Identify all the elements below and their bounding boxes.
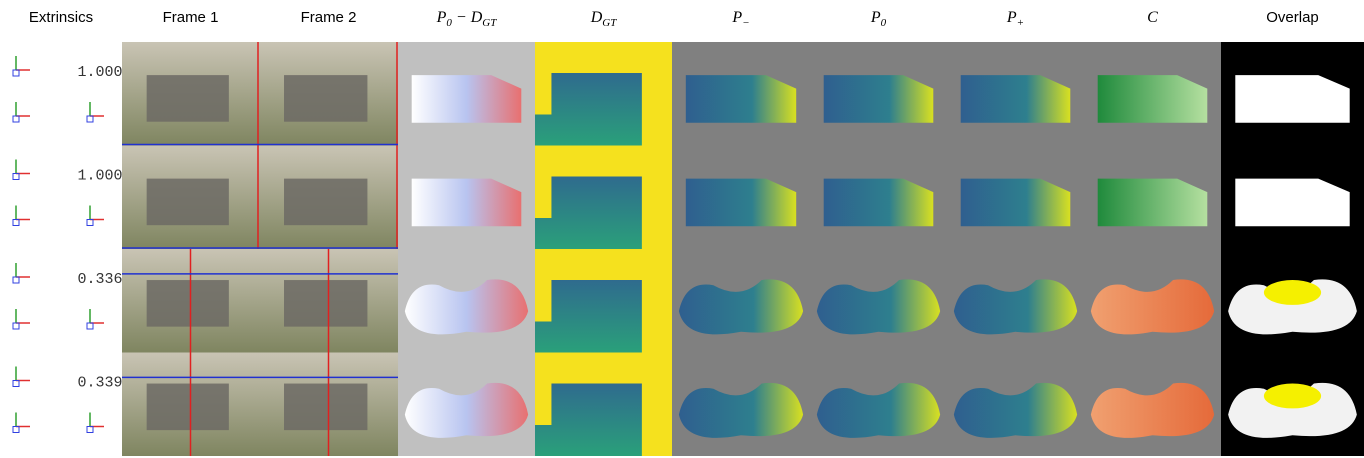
axis-icon [13,174,19,180]
wall [284,75,367,122]
math-subscript: GT [482,17,497,29]
point-cloud [1235,179,1349,227]
point-cloud [412,179,522,227]
math-part: − [452,9,471,26]
wall [147,75,229,122]
column-header: Frame 2 [301,9,357,26]
axis-icon [13,381,19,387]
axis-icon [13,116,19,122]
point-cloud [412,75,522,123]
math-subscript: + [1017,17,1024,29]
point-cloud [686,179,796,227]
column-header: P−​ [731,9,749,29]
axis-icon [87,116,93,122]
point-cloud [686,75,796,123]
math-part: C [1147,9,1158,26]
column-header: Extrinsics [29,9,93,26]
math-part: P [1006,9,1017,26]
overlap-highlight [1264,280,1321,305]
math-part: D [590,9,603,26]
extrinsic-value: 0.339 [77,375,122,392]
column-header: DGT​ [590,9,618,29]
wall [147,179,229,226]
overlap-highlight [1264,384,1321,409]
column-header: C [1147,9,1158,26]
axis-icon [87,427,93,433]
math-subscript: GT [602,17,617,29]
axis-icon [13,70,19,76]
column-header: P0​ − DGT​ [436,9,498,29]
extrinsic-value: 1.000 [77,168,122,185]
point-cloud [961,75,1071,123]
axis-icon [87,220,93,226]
wall [147,280,229,327]
point-cloud [824,75,934,123]
wall [284,179,367,226]
point-cloud [961,179,1071,227]
extrinsic-value: 0.336 [77,271,122,288]
column-header: P0​ [870,9,887,29]
point-cloud [1235,75,1349,123]
axis-icon [13,277,19,283]
column-header: Overlap [1266,9,1319,26]
math-part: P [436,9,447,26]
figure: 1.000 1.000 0.336 0.339 Extrinsics Frame 1 Fra… [0,0,1364,458]
point-cloud [824,179,934,227]
axis-icon [13,427,19,433]
wall [147,384,229,431]
extrinsic-value: 1.000 [77,64,122,81]
wall [284,384,367,431]
point-cloud [1098,75,1208,123]
math-part: P [870,9,881,26]
point-cloud [1098,179,1208,227]
math-subscript: − [742,17,749,29]
math-part: P [731,9,742,26]
axis-icon [13,220,19,226]
column-header: P+​ [1006,9,1024,29]
math-part: D [470,9,483,26]
axis-icon [13,323,19,329]
math-subscript: 0 [881,17,887,29]
wall [284,280,367,327]
column-header: Frame 1 [163,9,219,26]
axis-icon [87,323,93,329]
